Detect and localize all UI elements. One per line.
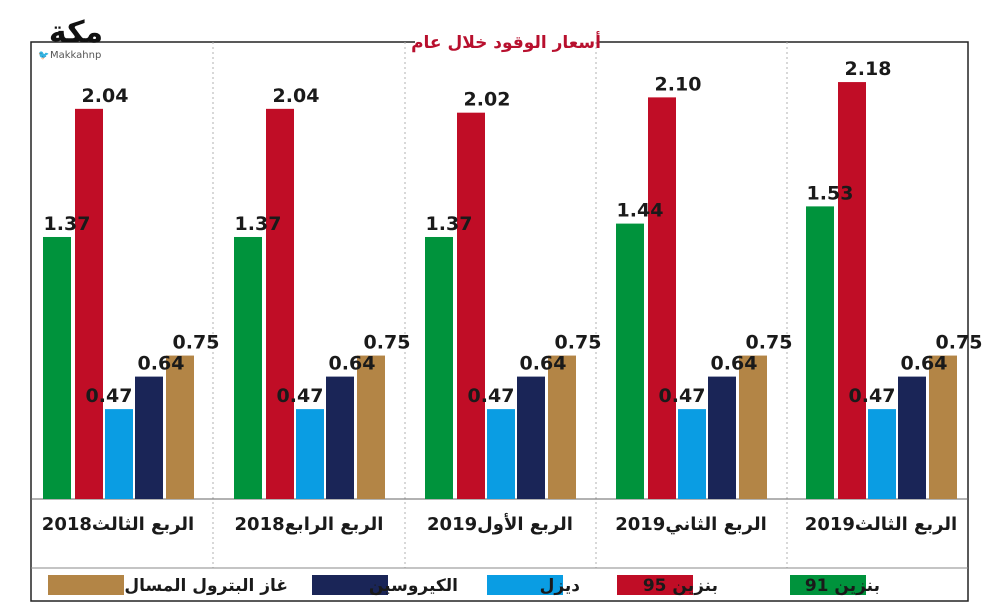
logo-handle: Makkahnp xyxy=(50,50,101,61)
bar xyxy=(166,355,194,499)
bar xyxy=(678,409,706,499)
bar-value-label: 0.75 xyxy=(555,332,602,354)
bar-value-label: 0.47 xyxy=(86,385,133,407)
bar xyxy=(357,355,385,499)
bar-value-label: 0.47 xyxy=(659,385,706,407)
bar xyxy=(296,409,324,499)
bar xyxy=(806,206,834,499)
chart-title: أسعار الوقود خلال عام xyxy=(411,31,601,53)
category-labels-layer: الربع الثالث2019 الربع الثاني2019 الربع ال… xyxy=(42,513,957,535)
legend-swatch xyxy=(487,575,563,595)
bar xyxy=(105,409,133,499)
legend-swatch xyxy=(617,575,693,595)
bar-value-label: 1.37 xyxy=(235,213,282,235)
category-label: الربع الثالث2018 xyxy=(42,514,194,535)
bar xyxy=(616,223,644,499)
legend-label: غاز البترول المسال xyxy=(124,576,288,596)
bar xyxy=(838,82,866,499)
bar-value-label: 0.64 xyxy=(711,353,758,375)
bar xyxy=(517,376,545,499)
bar xyxy=(326,376,354,499)
legend-label: بنزين 91 xyxy=(805,576,880,596)
title-background xyxy=(415,30,597,56)
category-label: الربع الأول2019 xyxy=(427,513,573,535)
bar-value-label: 1.37 xyxy=(426,213,473,235)
category-label: الربع الثالث2019 xyxy=(805,514,957,535)
bar-value-label: 2.04 xyxy=(82,85,129,107)
bar-value-label: 2.04 xyxy=(273,85,320,107)
bar xyxy=(898,376,926,499)
bar-value-label: 0.47 xyxy=(849,385,896,407)
bar xyxy=(739,355,767,499)
twitter-icon: 🐦 xyxy=(38,50,49,61)
bar xyxy=(548,355,576,499)
bar xyxy=(929,355,957,499)
bar xyxy=(425,236,453,500)
bar-value-label: 0.64 xyxy=(329,353,376,375)
bar xyxy=(234,236,262,500)
bar xyxy=(43,236,71,500)
bar-value-label: 2.02 xyxy=(464,89,511,111)
bar-value-label: 0.47 xyxy=(277,385,324,407)
bar-value-label: 0.75 xyxy=(173,332,220,354)
bar-value-label: 0.47 xyxy=(468,385,515,407)
bar-value-label: 1.53 xyxy=(807,182,854,204)
bar-value-label: 0.64 xyxy=(520,353,567,375)
legend-swatch xyxy=(312,575,388,595)
bar xyxy=(135,376,163,499)
bar-value-label: 0.75 xyxy=(746,332,793,354)
bar-value-label: 0.64 xyxy=(901,353,948,375)
category-label: الربع الرابع2018 xyxy=(235,514,384,535)
bar xyxy=(487,409,515,499)
bar-value-label: 0.64 xyxy=(138,353,185,375)
logo-text: مكة xyxy=(49,15,103,50)
bar xyxy=(266,108,294,499)
bar xyxy=(708,376,736,499)
legend: بنزين 91 بنزين 95 ديزل الكيروسين غاز البترول… xyxy=(48,575,880,596)
bar xyxy=(868,409,896,499)
bar xyxy=(75,108,103,499)
bars-layer xyxy=(43,82,957,500)
legend-swatch xyxy=(790,575,866,595)
bar-value-label: 0.75 xyxy=(936,332,983,354)
value-labels-layer: 1.532.180.470.640.751.442.100.470.640.75… xyxy=(44,58,983,407)
bar-value-label: 2.18 xyxy=(845,58,892,80)
bar-value-label: 1.37 xyxy=(44,213,91,235)
legend-label: بنزين 95 xyxy=(643,576,718,596)
bar-value-label: 1.44 xyxy=(617,200,664,222)
bar xyxy=(457,112,485,500)
bar-value-label: 2.10 xyxy=(655,73,702,95)
bar xyxy=(648,97,676,499)
bar-value-label: 0.75 xyxy=(364,332,411,354)
category-label: الربع الثاني2019 xyxy=(615,514,767,535)
legend-swatch xyxy=(48,575,124,595)
legend-label: ديزل xyxy=(540,576,581,596)
legend-label: الكيروسين xyxy=(369,576,458,596)
brand-logo: مكة 🐦 Makkahnp xyxy=(38,15,103,61)
